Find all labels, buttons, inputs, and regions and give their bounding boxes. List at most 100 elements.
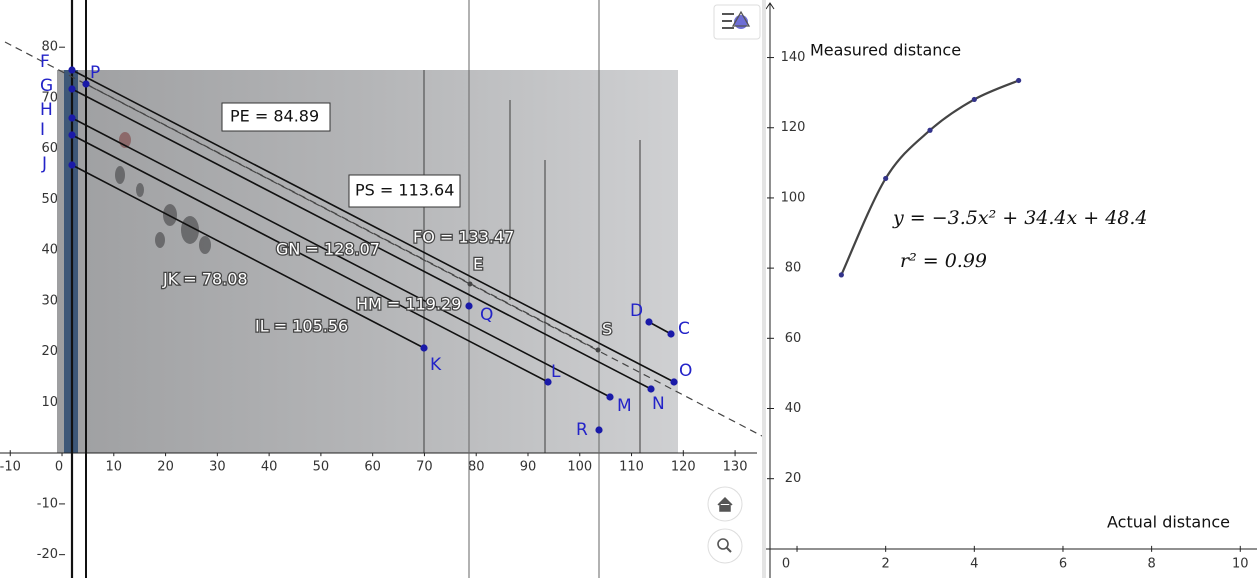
axis-arrow [766, 2, 775, 10]
measurement-label: PE = 84.89 [230, 107, 319, 126]
x-tick-label: 10 [1232, 556, 1249, 571]
y-tick-label: 140 [781, 50, 806, 65]
point-label: G [40, 76, 53, 96]
y-axis-label: Measured distance [810, 41, 961, 60]
x-tick-label: 30 [209, 460, 226, 475]
y-tick-label: 40 [41, 243, 58, 258]
y-tick-label: 120 [781, 120, 806, 135]
x-tick-label: 10 [106, 460, 123, 475]
y-tick-label: 60 [785, 331, 802, 346]
zoom-button[interactable] [707, 528, 743, 564]
x-tick-label: 8 [1147, 556, 1155, 571]
point [68, 161, 76, 169]
x-tick-label: 130 [723, 460, 748, 475]
x-tick-label: 120 [671, 460, 696, 475]
y-tick-label: 80 [785, 261, 802, 276]
x-tick-label: 80 [468, 460, 485, 475]
point-label: I [40, 120, 45, 140]
y-tick-label: 10 [41, 395, 58, 410]
y-tick-label: 70 [41, 90, 58, 105]
point [595, 426, 603, 434]
x-tick-label: 70 [416, 460, 433, 475]
point-label: H [40, 100, 53, 120]
data-point [927, 127, 933, 133]
point-label: K [430, 355, 442, 375]
point [667, 330, 675, 338]
view-divider[interactable] [762, 0, 766, 578]
x-tick-label: 60 [364, 460, 381, 475]
point-label: R [576, 420, 588, 440]
fit-curve [840, 79, 1020, 276]
fit-equation: y = −3.5x² + 34.4x + 48.4 [892, 207, 1148, 229]
x-tick-label: 6 [1059, 556, 1067, 571]
point-label: O [679, 361, 692, 381]
construction-lines [4, 0, 762, 578]
x-tick-label: 50 [313, 460, 330, 475]
text-box [221, 102, 331, 132]
x-tick-label: -10 [0, 460, 21, 475]
y-tick-label: 50 [41, 192, 58, 207]
y-tick-label: 60 [41, 141, 58, 156]
point [68, 85, 76, 93]
photo [57, 70, 678, 453]
point [465, 302, 473, 310]
point [670, 378, 678, 386]
point-label: P [90, 63, 100, 83]
x-tick-label: 0 [782, 556, 790, 571]
x-tick-label: 4 [970, 556, 978, 571]
graphics-view-2[interactable]: Measured distance Actual distance y = −3… [766, 2, 1257, 578]
x-tick-label: 0 [55, 460, 63, 475]
point [647, 385, 655, 393]
y-tick-label: 80 [41, 40, 58, 55]
point [606, 393, 614, 401]
point [467, 281, 473, 287]
point [420, 344, 428, 352]
r-squared: r² = 0.99 [900, 250, 987, 272]
point-label: D [630, 301, 643, 321]
point-label: S [602, 320, 612, 339]
measurement-label: PS = 113.64 [355, 181, 454, 200]
x-tick-label: 2 [882, 556, 890, 571]
x-axis-label: Actual distance [1107, 513, 1230, 532]
point [595, 347, 601, 353]
y-tick-label: 100 [781, 190, 806, 205]
text-box [348, 174, 461, 208]
x-tick-label: 20 [157, 460, 174, 475]
measurement-label: GN = 128.07 [276, 240, 380, 259]
point [68, 114, 76, 122]
point [82, 80, 90, 88]
point [544, 378, 552, 386]
y-tick-label: 20 [41, 344, 58, 359]
point-label: J [41, 154, 47, 174]
x-tick-label: 90 [520, 460, 537, 475]
measurement-label: HM = 119.29 [356, 295, 461, 314]
y-tick-label: 40 [785, 401, 802, 416]
point-label: M [617, 396, 632, 416]
measurement-label: IL = 105.56 [255, 317, 348, 336]
measurement-label: FO = 133.47 [413, 228, 514, 247]
x-tick-label: 40 [261, 460, 278, 475]
point-label: E [473, 255, 483, 274]
data-point [838, 272, 844, 278]
y-tick-label: -20 [37, 547, 58, 562]
x-tick-label: 100 [567, 460, 592, 475]
point-label: Q [480, 305, 493, 325]
data-point [971, 96, 977, 103]
x-tick-label: 110 [619, 460, 644, 475]
view-buttons [707, 4, 761, 564]
measurement-label: JK = 78.08 [162, 270, 248, 289]
point [645, 318, 653, 326]
point-label: L [551, 362, 561, 382]
point-label: N [652, 394, 665, 414]
data-point [1016, 77, 1022, 84]
point-label: C [678, 319, 690, 339]
data-point [883, 175, 889, 182]
point [68, 131, 76, 139]
y-tick-label: 30 [41, 293, 58, 308]
point [68, 66, 76, 74]
point-label: F [40, 52, 50, 72]
graphics-view-1[interactable]: -10 0 10 20 30 40 50 60 70 80 90 100 110 120 130 -20 -10… [0, 0, 762, 578]
y-tick-label: 20 [785, 471, 802, 486]
y-tick-label: -10 [37, 496, 58, 511]
